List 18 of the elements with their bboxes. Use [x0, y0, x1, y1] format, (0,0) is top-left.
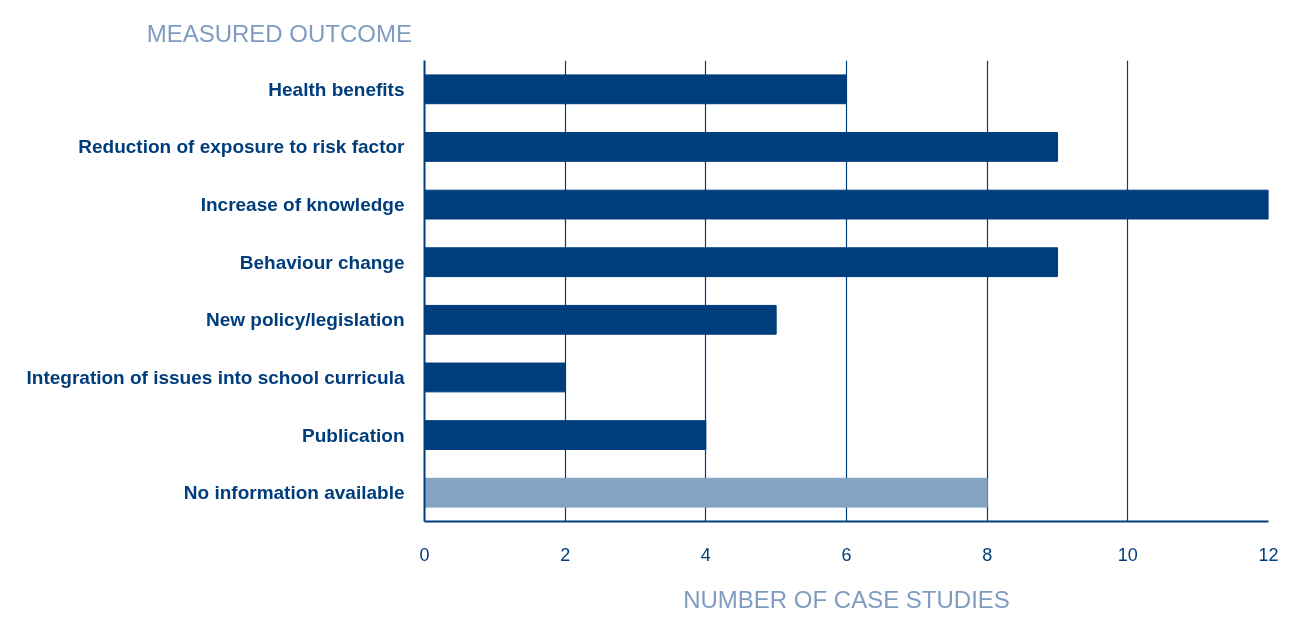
x-tick-label: 12 — [1258, 544, 1279, 565]
y-axis-title: MEASURED OUTCOME — [146, 19, 412, 49]
x-axis-title: NUMBER OF CASE STUDIES — [683, 585, 1010, 613]
x-tick-label: 4 — [700, 544, 711, 565]
x-tick-label: 2 — [560, 544, 571, 565]
x-tick-label: 0 — [419, 544, 430, 565]
x-tick-label: 6 — [841, 544, 852, 565]
x-tick-label: 8 — [982, 544, 993, 565]
x-tick-label: 10 — [1117, 544, 1138, 565]
y-tick-label: No information available — [183, 482, 405, 504]
bar — [424, 477, 988, 508]
y-tick-label: New policy/legislation — [206, 309, 405, 331]
y-tick-label: Reduction of exposure to risk factor — [78, 136, 406, 158]
y-tick-label: Behaviour change — [239, 251, 405, 273]
y-tick-label: Health benefits — [268, 78, 405, 100]
y-tick-label: Increase of knowledge — [200, 194, 405, 216]
y-tick-label: Publication — [302, 424, 405, 446]
y-tick-label: Integration of issues into school curricula — [26, 366, 405, 388]
